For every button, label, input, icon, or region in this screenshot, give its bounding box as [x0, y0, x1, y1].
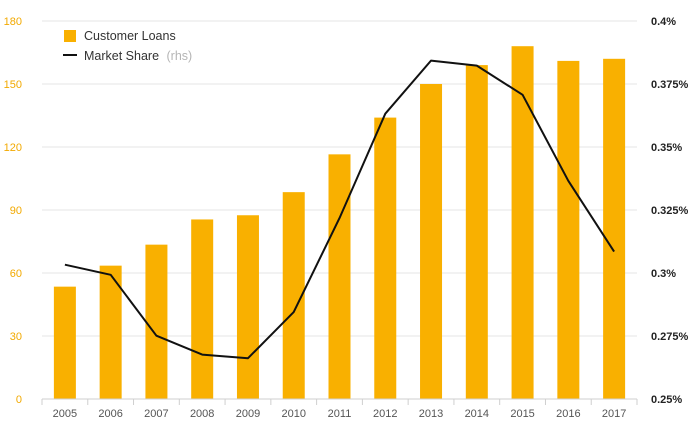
x-tick-label: 2017	[602, 408, 626, 420]
y-right-tick-label: 0.25%	[651, 394, 682, 406]
line-market-share	[64, 59, 615, 360]
bar-customer-loans	[236, 215, 259, 399]
bar-customer-loans	[53, 286, 76, 399]
y-right-tick-label: 0.35%	[651, 142, 682, 154]
bar-customer-loans	[557, 60, 580, 400]
y-left-tick-label: 60	[10, 268, 22, 280]
y-right-tick-label: 0.3%	[651, 268, 676, 280]
legend-label-market-share-suffix: (rhs)	[167, 49, 193, 63]
x-tick-label: 2007	[144, 408, 168, 420]
y-left-tick-label: 180	[4, 16, 22, 28]
x-tick-label: 2006	[98, 408, 122, 420]
bar-customer-loans	[191, 219, 214, 399]
y-right-tick-label: 0.375%	[651, 79, 689, 91]
bar-customer-loans	[145, 244, 168, 399]
y-right-tick-label: 0.4%	[651, 16, 676, 28]
legend-swatch-customer-loans	[64, 30, 76, 42]
y-left-tick-label: 120	[4, 142, 22, 154]
y-left-tick-label: 0	[16, 394, 22, 406]
bar-customer-loans	[511, 46, 534, 399]
bar-series-customer-loans	[53, 46, 626, 400]
bar-customer-loans	[328, 154, 351, 399]
y-right-tick-label: 0.275%	[651, 331, 689, 343]
x-tick-label: 2005	[53, 408, 77, 420]
bar-customer-loans	[282, 192, 305, 399]
legend-label-market-share: Market Share (rhs)	[84, 49, 192, 63]
bar-customer-loans	[465, 65, 488, 399]
legend: Customer Loans Market Share (rhs)	[63, 29, 192, 63]
x-tick-label: 2009	[236, 408, 260, 420]
bar-customer-loans	[374, 117, 397, 399]
x-tick-label: 2013	[419, 408, 443, 420]
legend-label-customer-loans: Customer Loans	[84, 29, 176, 43]
bar-customer-loans	[99, 265, 122, 399]
y-left-tick-label: 90	[10, 205, 22, 217]
x-tick-label: 2015	[510, 408, 534, 420]
x-tick-label: 2011	[328, 408, 352, 420]
x-tick-label: 2012	[373, 408, 397, 420]
y-right-tick-label: 0.325%	[651, 205, 689, 217]
line-series-market-share	[64, 59, 615, 360]
y-left-tick-label: 30	[10, 331, 22, 343]
legend-label-market-share-name: Market Share	[84, 49, 159, 63]
x-tick-label: 2014	[465, 408, 489, 420]
bar-customer-loans	[603, 58, 626, 400]
x-tick-label: 2010	[281, 408, 305, 420]
x-tick-label: 2016	[556, 408, 580, 420]
bar-customer-loans	[420, 84, 443, 399]
x-tick-label: 2008	[190, 408, 214, 420]
axes: 0 30 60 90 120 150 180 0.25% 0.275% 0.3% 0.325% 0.3…	[4, 16, 689, 420]
y-left-tick-label: 150	[4, 79, 22, 91]
